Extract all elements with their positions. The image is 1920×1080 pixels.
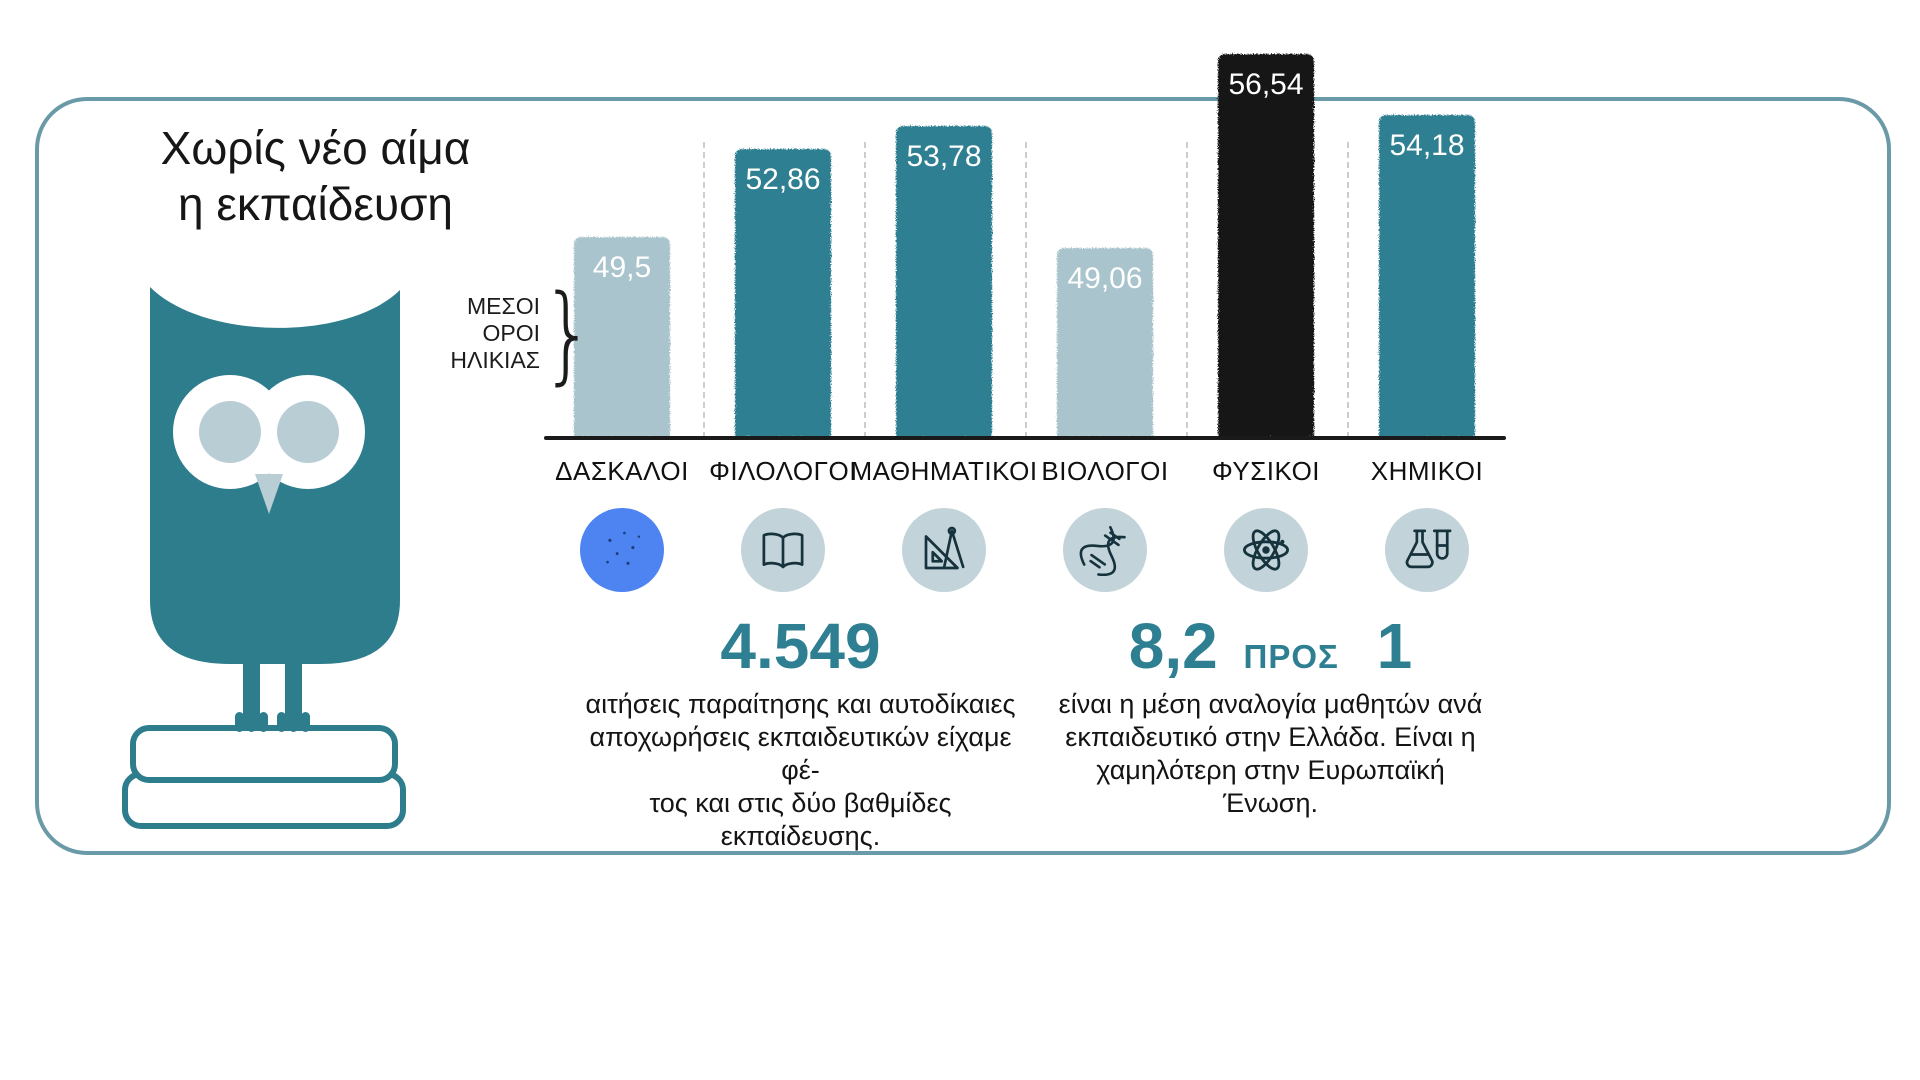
bar-value-label-1: 49,5: [592, 251, 652, 284]
curly-brace: }: [541, 272, 595, 395]
page-title-line1: Χωρίς νέο αίμα: [160, 122, 471, 174]
page-title: Χωρίς νέο αίμα η εκπαίδευση: [118, 120, 513, 232]
geometry-icon: [902, 508, 986, 592]
ratio-number-right: 1: [1376, 610, 1413, 682]
stat-ratio: 8,2 ΠΡΟΣ 1 είναι η μέση αναλογία μαθητών…: [1058, 614, 1483, 820]
ratio-number-left: 8,2: [1128, 610, 1218, 682]
ratio-text-line2: εκπαιδευτικό στην Ελλάδα. Είναι η: [1065, 722, 1476, 752]
ratio-number: 8,2 ΠΡΟΣ 1: [1058, 614, 1483, 678]
column-separator-5: [1346, 142, 1349, 438]
axis-annotation-line1: ΜΕΣΟΙ: [467, 293, 540, 319]
stat-resignations: 4.549 αιτήσεις παραίτησης και αυτοδίκαιε…: [578, 614, 1023, 853]
bar-4: [1057, 248, 1153, 437]
resignations-number: 4.549: [720, 610, 881, 682]
resignations-text-line2: αποχωρήσεις εκπαιδευτικών είχαμε φέ-: [589, 722, 1012, 785]
ratio-text: είναι η μέση αναλογία μαθητών ανά εκπαιδ…: [1058, 688, 1483, 820]
axis-annotation-line3: ΗΛΙΚΙΑΣ: [450, 347, 540, 373]
bar-2: [735, 149, 831, 437]
column-separator-3: [1024, 142, 1027, 438]
book-icon: [741, 508, 825, 592]
category-label-3: ΜΑΘΗΜΑΤΙΚΟΙ: [850, 456, 1038, 486]
category-label-1: ΔΑΣΚΑΛΟΙ: [555, 456, 689, 486]
resignations-text: αιτήσεις παραίτησης και αυτοδίκαιες αποχ…: [578, 688, 1023, 853]
chemistry-icon: [1385, 508, 1469, 592]
category-label-5: ΦΥΣΙΚΟΙ: [1211, 456, 1321, 486]
axis-baseline: [544, 436, 1506, 440]
resignations-text-line3: τος και στις δύο βαθμίδες εκπαίδευσης.: [649, 788, 952, 851]
bar-1: [574, 237, 670, 437]
page-title-line2: η εκπαίδευση: [177, 178, 453, 231]
column-separator-1: [702, 142, 705, 438]
bar-value-label-4: 49,06: [1067, 262, 1143, 295]
owl-illustration: [122, 287, 406, 829]
dna-icon: [1063, 508, 1147, 592]
bar-value-label-3: 53,78: [906, 140, 982, 173]
ratio-text-line3: χαμηλότερη στην Ευρωπαϊκή Ένωση.: [1096, 755, 1445, 818]
bar-5: [1218, 54, 1314, 437]
category-label-2: ΦΙΛΟΛΟΓΟΙ: [709, 456, 857, 486]
category-label-6: ΧΗΜΙΚΟΙ: [1370, 456, 1484, 486]
category-label-4: ΒΙΟΛΟΓΟΙ: [1041, 456, 1169, 486]
globe-icon: [580, 508, 664, 592]
bar-6: [1379, 115, 1475, 437]
bar-value-label-2: 52,86: [745, 163, 821, 196]
resignations-text-line1: αιτήσεις παραίτησης και αυτοδίκαιες: [585, 689, 1016, 719]
axis-annotation: ΜΕΣΟΙ ΟΡΟΙ ΗΛΙΚΙΑΣ: [428, 293, 540, 374]
column-separator-4: [1185, 142, 1188, 438]
axis-annotation-line2: ΟΡΟΙ: [482, 320, 540, 346]
bar-value-label-6: 54,18: [1389, 129, 1465, 162]
bar-value-label-5: 56,54: [1228, 68, 1304, 101]
atom-icon: [1224, 508, 1308, 592]
ratio-connector: ΠΡΟΣ: [1243, 638, 1339, 675]
column-separator-2: [863, 142, 866, 438]
bar-3: [896, 126, 992, 437]
ratio-text-line1: είναι η μέση αναλογία μαθητών ανά: [1058, 689, 1483, 719]
